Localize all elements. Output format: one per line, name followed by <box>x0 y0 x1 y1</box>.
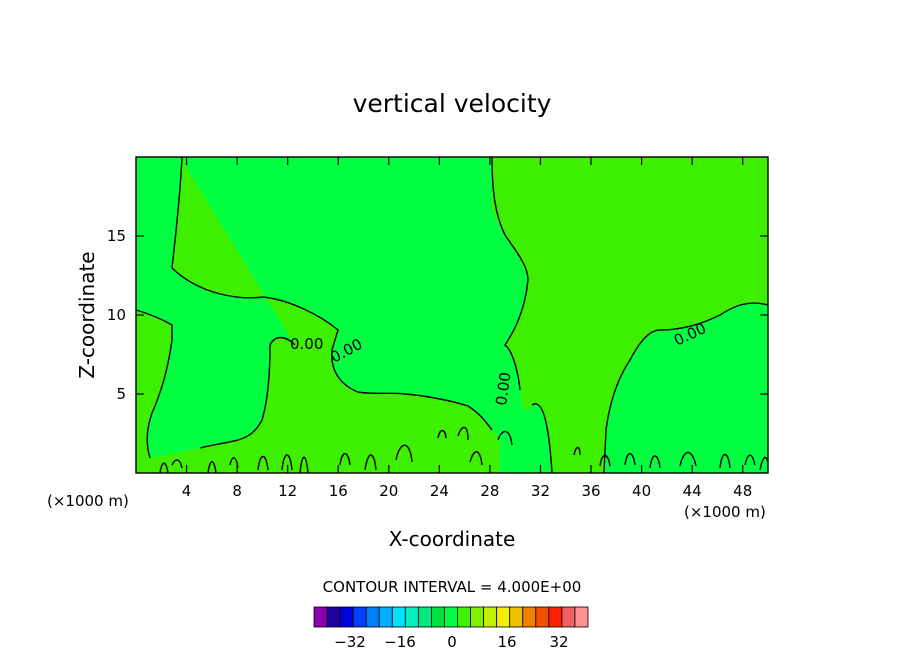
contour-label: 0.00 <box>492 371 514 407</box>
x-axis-label: X-coordinate <box>389 527 516 551</box>
colorbar-swatch <box>574 606 589 628</box>
colorbar-swatch <box>483 606 498 628</box>
x-axis-ticks: 4 8 12 16 20 24 28 32 36 40 44 48 <box>182 157 752 500</box>
x-tick-label: 4 <box>182 482 192 500</box>
colorbar-swatch <box>535 606 550 628</box>
chart-title: vertical velocity <box>353 89 552 118</box>
colorbar-swatch <box>352 606 367 628</box>
x-tick-label: 24 <box>430 482 449 500</box>
colorbar-tick-label: −32 <box>334 633 366 651</box>
positive-region-center <box>492 157 768 473</box>
contour-label: 0.00 <box>290 335 323 353</box>
y-tick-label: 10 <box>107 306 126 324</box>
colorbar-swatch <box>522 606 537 628</box>
colorbar-tick-label: 16 <box>497 633 516 651</box>
x-tick-label: 40 <box>632 482 651 500</box>
colorbar-swatch <box>404 606 419 628</box>
x-tick-label: 32 <box>531 482 550 500</box>
plot-area: 0.00 0.00 0.00 0.00 <box>135 156 769 474</box>
x-unit-label-right: (×1000 m) <box>684 503 766 521</box>
colorbar-ticks: −32 −16 0 16 32 <box>334 633 568 651</box>
x-tick-label: 12 <box>278 482 297 500</box>
x-unit-label: (×1000 m) <box>47 492 129 510</box>
colorbar-swatch <box>365 606 380 628</box>
x-tick-label: 28 <box>480 482 499 500</box>
contour-interval: CONTOUR INTERVAL = 4.000E+00 <box>323 578 582 596</box>
colorbar-tick-label: −16 <box>384 633 416 651</box>
colorbar-swatch <box>391 606 406 628</box>
colorbar-swatch <box>326 606 341 628</box>
colorbar-swatch <box>444 606 458 628</box>
y-tick-label: 15 <box>107 227 126 245</box>
x-tick-label: 20 <box>379 482 398 500</box>
colorbar-tick-label: 0 <box>447 633 457 651</box>
x-tick-label: 16 <box>329 482 348 500</box>
x-tick-label: 44 <box>683 482 702 500</box>
colorbar-tick-label: 32 <box>549 633 568 651</box>
colorbar-swatch <box>548 606 563 628</box>
y-tick-label: 5 <box>116 385 126 403</box>
x-tick-label: 48 <box>733 482 752 500</box>
colorbar-swatch <box>496 606 511 628</box>
colorbar-swatch <box>417 606 432 628</box>
colorbar-swatch <box>509 606 524 628</box>
x-tick-label: 8 <box>232 482 242 500</box>
positive-region-left <box>136 157 500 473</box>
y-axis-label: Z-coordinate <box>75 251 99 378</box>
y-axis-ticks: 5 10 15 <box>107 227 768 403</box>
colorbar-swatch <box>431 606 445 628</box>
colorbar-swatch <box>561 606 576 628</box>
x-tick-label: 36 <box>581 482 600 500</box>
colorbar <box>313 606 589 628</box>
colorbar-swatch <box>339 606 354 628</box>
colorbar-swatch <box>457 606 471 628</box>
colorbar-swatch <box>313 606 328 628</box>
contour-lines <box>135 156 769 474</box>
colorbar-swatch <box>470 606 485 628</box>
colorbar-swatch <box>378 606 393 628</box>
